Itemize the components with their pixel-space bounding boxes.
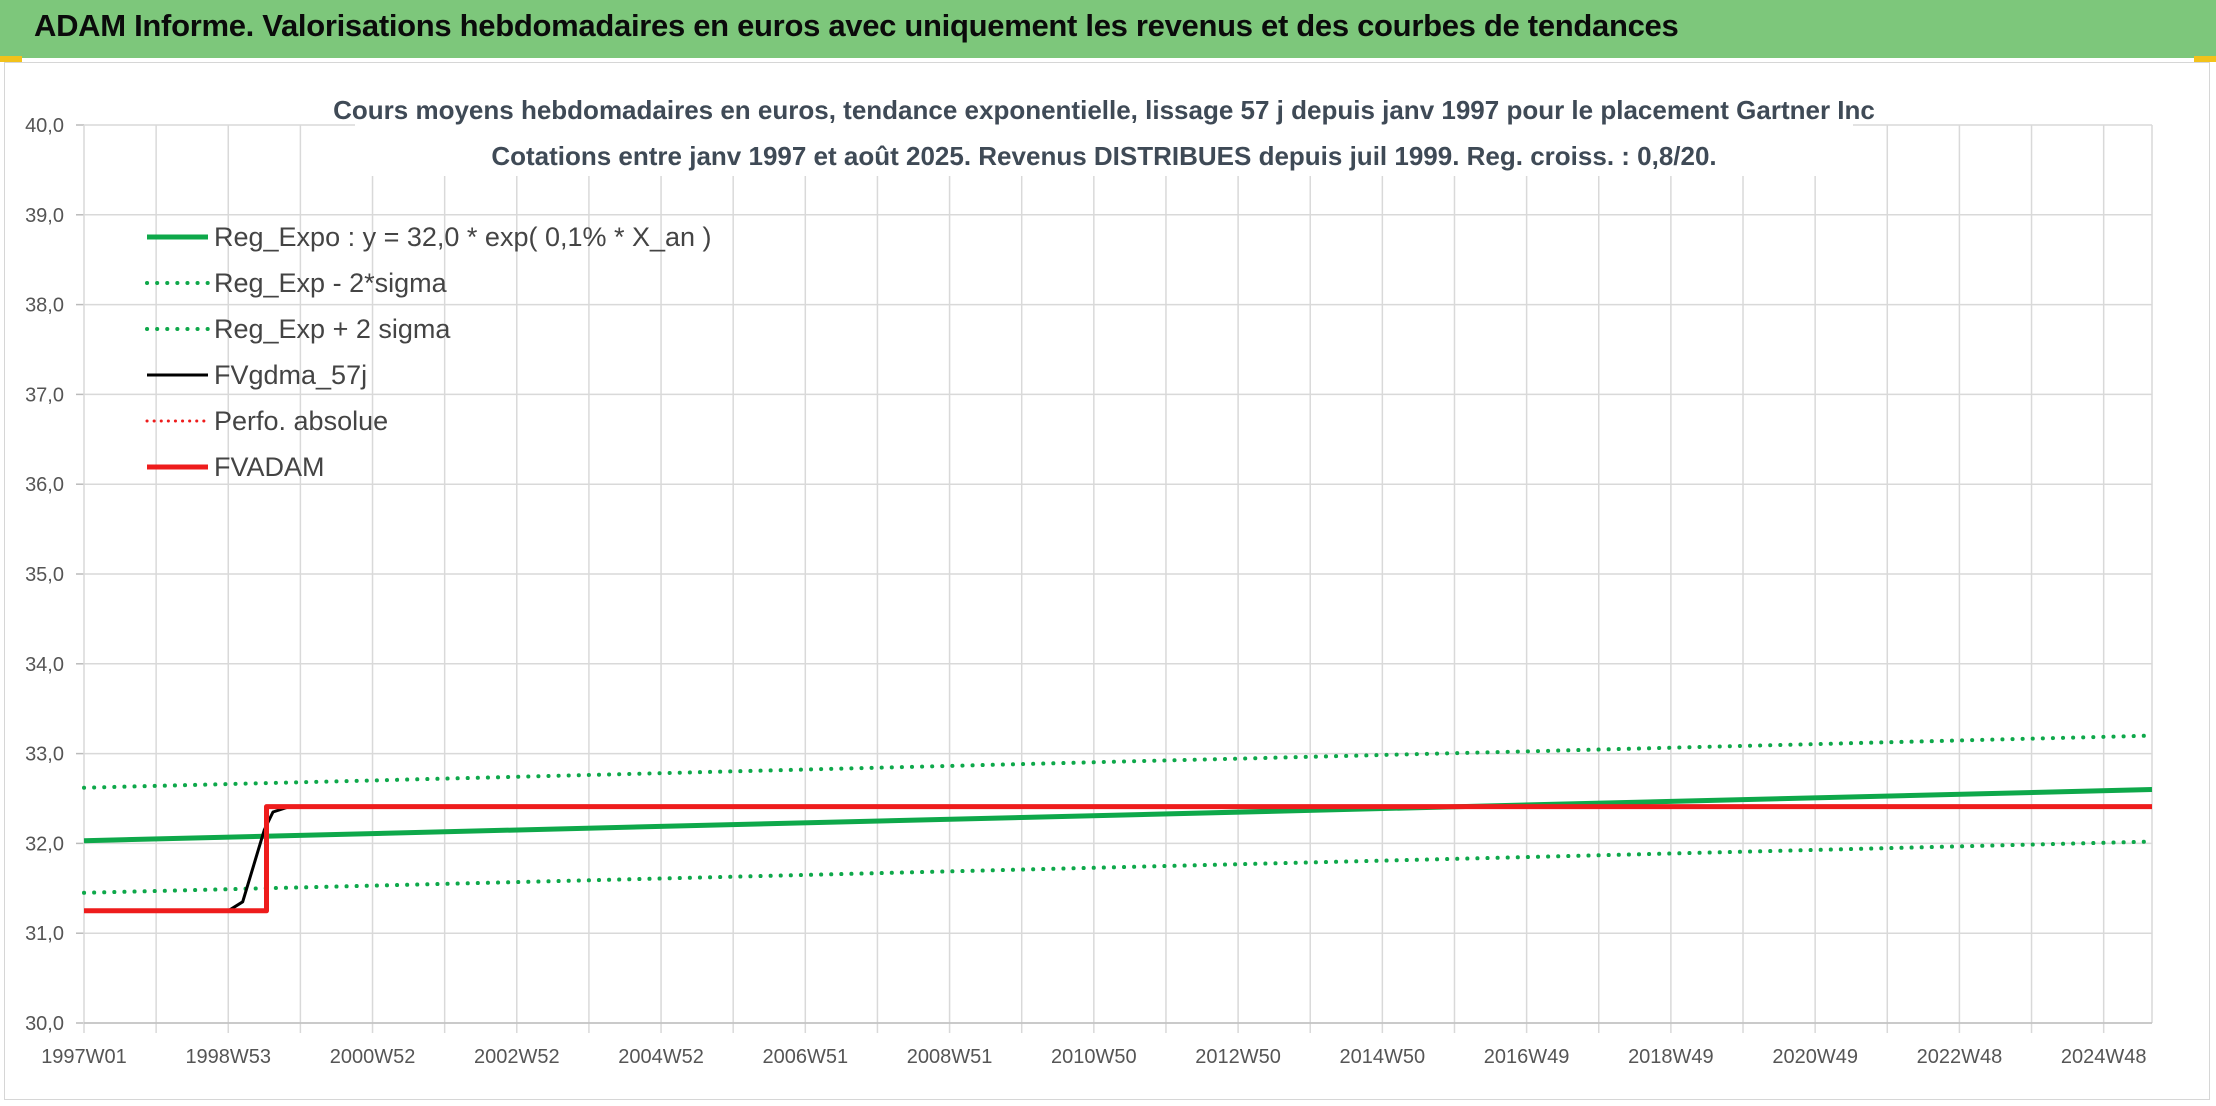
x-tick-label: 1998W53 [185,1046,271,1068]
y-tick-label: 31,0 [25,923,64,945]
y-tick-label: 37,0 [25,384,64,406]
x-tick-label: 1997W01 [41,1046,127,1068]
series-line [83,787,2153,844]
y-tick-label: 35,0 [25,564,64,586]
series-lines [82,733,2154,914]
header-bar: ADAM Informe. Valorisations hebdomadaire… [0,0,2216,58]
y-tick-label: 30,0 [25,1013,64,1035]
corner-tab-right [2194,56,2216,62]
x-axis-ticks: 1997W01 1998W53 2000W52 2002W52 2004W52 2006W… [41,1046,2146,1068]
x-tick-label: 2012W50 [1195,1046,1281,1068]
x-tick-label: 2008W51 [907,1046,993,1068]
grid [76,124,2153,1033]
series-line [82,839,2154,895]
x-tick-label: 2010W50 [1051,1046,1137,1068]
page-title: ADAM Informe. Valorisations hebdomadaire… [34,8,1679,43]
y-tick-label: 33,0 [25,744,64,766]
legend-label: Reg_Expo : y = 32,0 * exp( 0,1% * X_an ) [214,222,712,252]
chart-subtitle: Cotations entre janv 1997 et août 2025. … [491,141,1716,171]
x-tick-label: 2022W48 [1917,1046,2003,1068]
x-tick-label: 2014W50 [1340,1046,1426,1068]
y-axis-ticks: 30,0 31,0 32,0 33,0 34,0 35,0 36,0 37,0 38,0 39,0… [25,115,64,1035]
y-tick-label: 36,0 [25,474,64,496]
y-tick-label: 39,0 [25,205,64,227]
legend-label: Perfo. absolue [214,406,388,436]
x-tick-label: 2020W49 [1772,1046,1858,1068]
legend: Reg_Expo : y = 32,0 * exp( 0,1% * X_an )… [145,222,712,482]
y-tick-label: 34,0 [25,654,64,676]
x-tick-label: 2024W48 [2061,1046,2147,1068]
x-tick-label: 2006W51 [762,1046,848,1068]
legend-label: FVADAM [214,452,325,482]
series-line [84,805,2152,913]
x-tick-label: 2002W52 [474,1046,560,1068]
y-tick-label: 38,0 [25,295,64,317]
y-tick-label: 40,0 [25,115,64,137]
corner-tab-left [0,56,22,62]
x-tick-label: 2018W49 [1628,1046,1714,1068]
legend-label: FVgdma_57j [214,360,367,390]
legend-label: Reg_Exp + 2 sigma [214,314,451,344]
series-line [84,804,2152,914]
x-tick-label: 2016W49 [1484,1046,1570,1068]
title-background [355,92,1853,176]
x-tick-label: 2000W52 [330,1046,416,1068]
chart-title: Cours moyens hebdomadaires en euros, ten… [333,95,1875,125]
legend-label: Reg_Exp - 2*sigma [214,268,448,298]
series-line [82,733,2154,790]
y-tick-label: 32,0 [25,833,64,855]
x-tick-label: 2004W52 [618,1046,704,1068]
chart-frame [4,62,2210,1100]
